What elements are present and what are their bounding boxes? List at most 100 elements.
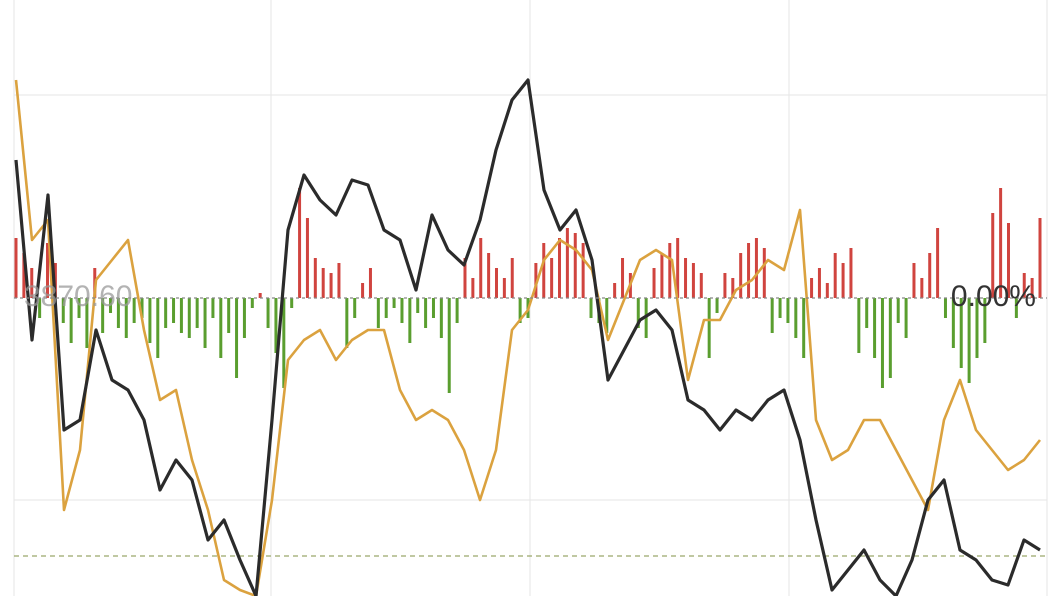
bar [739, 253, 743, 298]
bar [684, 258, 688, 298]
bar [841, 263, 845, 298]
bar [936, 228, 940, 298]
bar [833, 253, 837, 298]
bar [754, 238, 758, 298]
bar [408, 298, 412, 343]
bar [416, 298, 420, 313]
bar [589, 298, 593, 318]
bar [550, 258, 554, 298]
bar [211, 298, 215, 318]
bar [707, 298, 711, 358]
bar [329, 273, 333, 298]
labels: 3870.60 0.00% [14, 280, 1047, 313]
bar [46, 243, 50, 298]
bar [991, 213, 995, 298]
y-tick-label: 3870.60 [24, 280, 132, 313]
bar [305, 218, 309, 298]
bar [1030, 278, 1034, 298]
bar [384, 298, 388, 318]
bar [101, 298, 105, 333]
bar [857, 298, 861, 353]
bar [219, 298, 223, 358]
bar [565, 228, 569, 298]
bar [613, 283, 617, 298]
bar [38, 298, 42, 318]
bar [1022, 273, 1026, 298]
bar [825, 283, 829, 298]
bar [865, 298, 869, 328]
y2-tick-label: 0.00% [951, 280, 1036, 313]
bar [227, 298, 231, 333]
bar [242, 298, 246, 338]
line-series [14, 78, 1041, 596]
bar [502, 278, 506, 298]
bar [116, 298, 120, 328]
bar [282, 298, 286, 388]
bar [471, 278, 475, 298]
bar [558, 238, 562, 298]
bar [431, 298, 435, 318]
bar [581, 243, 585, 298]
bar [621, 258, 625, 298]
bar [124, 298, 128, 338]
bar [290, 298, 294, 308]
bar [61, 298, 65, 323]
bar [912, 263, 916, 298]
bar [494, 268, 498, 298]
bar [172, 298, 176, 323]
bar [14, 238, 18, 298]
bar [817, 268, 821, 298]
bar [109, 298, 113, 313]
bar [810, 278, 814, 298]
bar [353, 298, 357, 318]
bar [542, 243, 546, 298]
bars [14, 188, 1042, 393]
bar [880, 298, 884, 388]
bar [1038, 218, 1042, 298]
bar [999, 188, 1003, 298]
bar [266, 298, 270, 328]
bar [904, 298, 908, 338]
bar [731, 278, 735, 298]
bar [447, 298, 451, 393]
bar [140, 298, 144, 318]
bar [1014, 298, 1018, 318]
bar [22, 253, 26, 298]
bar [660, 253, 664, 298]
bar [573, 233, 577, 298]
bar [676, 238, 680, 298]
bar [463, 258, 467, 298]
bar [983, 298, 987, 343]
bar [849, 248, 853, 298]
bar [148, 298, 152, 343]
bar [77, 298, 81, 318]
bar [605, 298, 609, 333]
bar [928, 253, 932, 298]
bar [250, 298, 254, 308]
bar [424, 298, 428, 328]
bar [636, 298, 640, 328]
bar [943, 298, 947, 318]
bar [668, 243, 672, 298]
bar [439, 298, 443, 338]
bar [959, 298, 963, 368]
bar [361, 283, 365, 298]
bar [400, 298, 404, 323]
bar [187, 298, 191, 338]
bar [258, 293, 262, 298]
bar [951, 298, 955, 348]
bar [337, 263, 341, 298]
bar [770, 298, 774, 333]
bar [896, 298, 900, 323]
bar [345, 298, 349, 348]
bar [132, 298, 136, 323]
bar [873, 298, 877, 358]
bar [510, 258, 514, 298]
bar [376, 298, 380, 328]
bar [715, 298, 719, 313]
bar [778, 298, 782, 318]
bar [156, 298, 160, 358]
bar [723, 273, 727, 298]
line-series [14, 79, 1042, 596]
